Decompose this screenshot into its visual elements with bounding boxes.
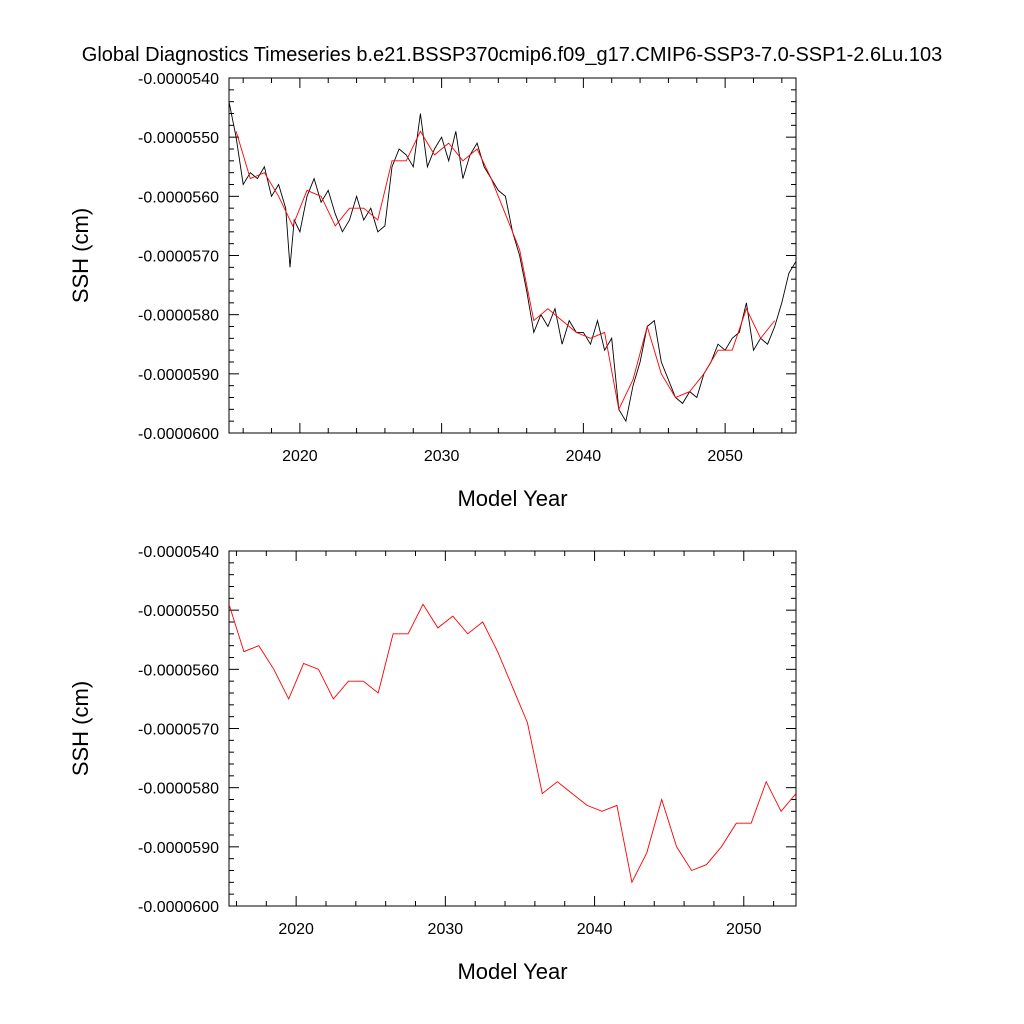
chart-title: Global Diagnostics Timeseries b.e21.BSSP… <box>81 44 943 66</box>
plot-frame <box>228 77 797 434</box>
y-tick-label: -0.0000580 <box>138 308 219 325</box>
y-tick-label: -0.0000570 <box>138 722 219 739</box>
annual-series-line <box>235 130 776 411</box>
y-tick-label: -0.0000560 <box>138 189 219 206</box>
x-tick-label: 2020 <box>278 921 314 938</box>
y-axis-title: SSH (cm) <box>68 208 93 303</box>
monthly-series-line <box>229 101 796 423</box>
x-tick-label: 2040 <box>577 921 613 938</box>
annual-series-line <box>229 603 796 884</box>
y-tick-label: -0.0000550 <box>138 130 219 147</box>
y-tick-label: -0.0000600 <box>138 899 219 916</box>
plot-panel-1: 2020 2030 2040 2050 -0.0000540 -0.0000550 -0.0… <box>68 71 797 511</box>
y-axis-title: SSH (cm) <box>68 681 93 776</box>
y-tick-label: -0.0000590 <box>138 840 219 857</box>
x-tick-label: 2030 <box>424 448 460 465</box>
x-axis-title: Model Year <box>457 486 567 511</box>
x-axis-title: Model Year <box>457 959 567 984</box>
x-tick-label: 2040 <box>566 448 602 465</box>
x-tick-label: 2020 <box>282 448 318 465</box>
y-tick-label: -0.0000580 <box>138 781 219 798</box>
y-tick-label: -0.0000600 <box>138 426 219 443</box>
y-tick-label: -0.0000550 <box>138 603 219 620</box>
y-tick-label: -0.0000560 <box>138 662 219 679</box>
y-tick-label: -0.0000570 <box>138 249 219 266</box>
plot-frame <box>228 550 797 907</box>
x-tick-label: 2030 <box>428 921 464 938</box>
y-tick-label: -0.0000540 <box>138 544 219 561</box>
x-tick-label: 2050 <box>726 921 762 938</box>
y-tick-label: -0.0000540 <box>138 71 219 88</box>
x-tick-label: 2050 <box>707 448 743 465</box>
y-tick-label: -0.0000590 <box>138 367 219 384</box>
plot-panel-2: 2020 2030 2040 2050 -0.0000540 -0.0000550 -0.0… <box>68 544 797 984</box>
